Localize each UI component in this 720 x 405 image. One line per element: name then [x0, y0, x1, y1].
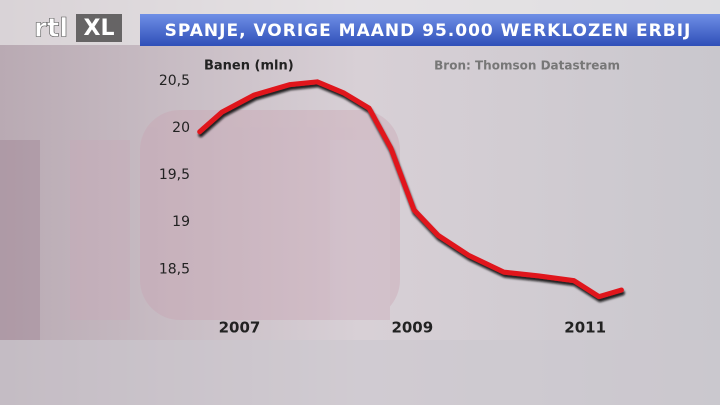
bottom-band [0, 340, 720, 405]
data-line [197, 79, 624, 300]
y-tick-label: 19 [172, 214, 190, 230]
y-tick-label: 20,5 [159, 73, 190, 89]
chart-title: SPANJE, VORIGE MAAND 95.000 WERKLOZEN ER… [165, 21, 692, 41]
y-tick-label: 19,5 [159, 167, 190, 183]
logo-rtl: rtl [34, 14, 68, 44]
x-tick-label: 2009 [391, 319, 433, 337]
source: Bron: Thomson Datastream [434, 59, 620, 73]
plot: 18,5 19 19,5 20 20,5 2007 2009 2011 [159, 73, 624, 337]
y-tick-label: 18,5 [159, 261, 190, 277]
x-tick-label: 2011 [564, 319, 606, 337]
y-axis-label: Banen (mln) [204, 59, 294, 74]
logo-xl: XL [84, 16, 115, 41]
logo-box [76, 14, 122, 42]
x-tick-label: 2007 [219, 319, 261, 337]
flag-decoration [0, 110, 400, 340]
title-bar [140, 14, 720, 46]
y-tick-label: 20 [172, 120, 190, 136]
